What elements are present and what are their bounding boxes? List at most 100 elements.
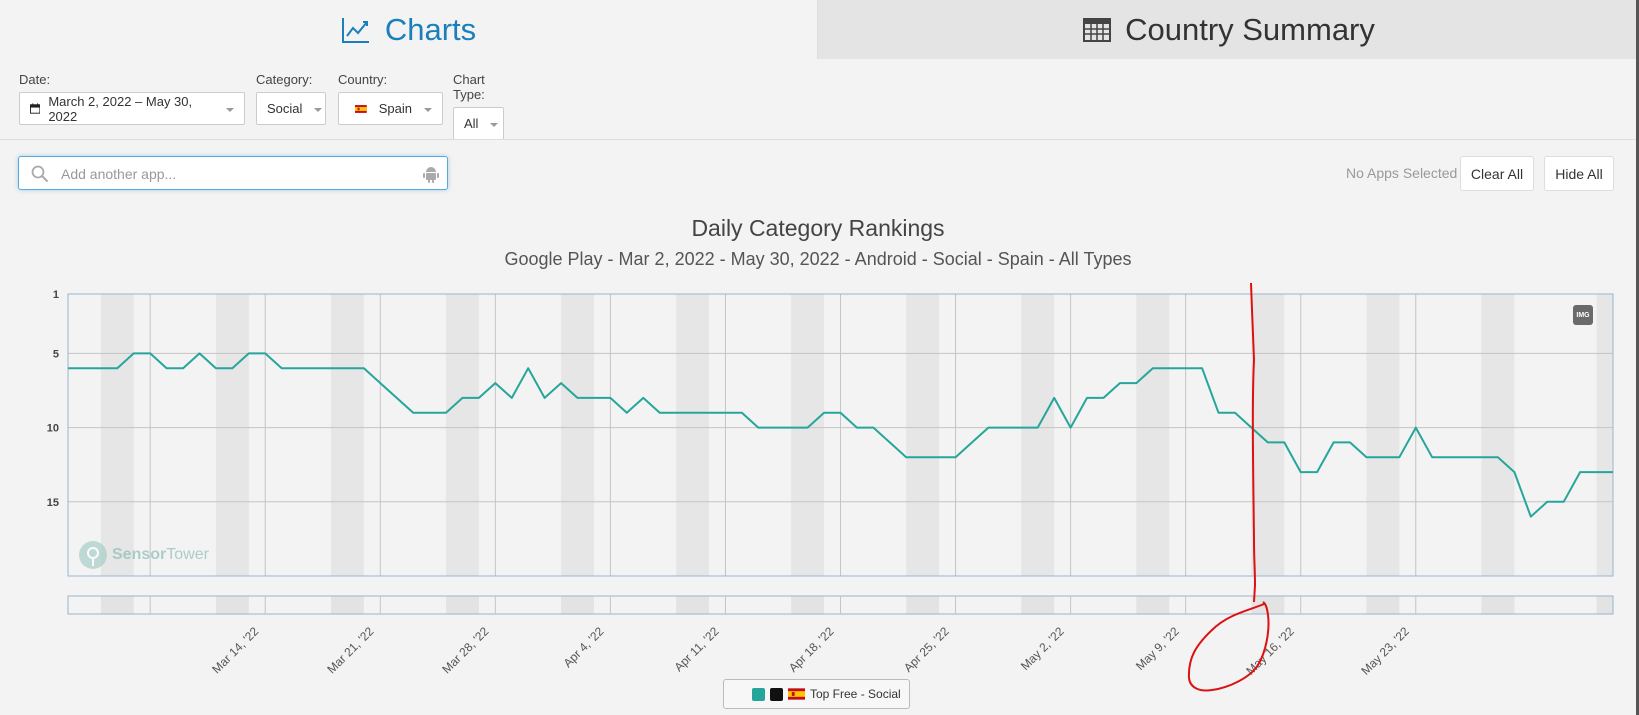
range-navigator: [67, 595, 1614, 615]
chevron-down-icon: [490, 122, 499, 127]
navigator-band: [1366, 596, 1400, 614]
weekend-bands: [100, 294, 1613, 576]
tab-country-summary[interactable]: Country Summary: [817, 0, 1639, 59]
red-annotation: [1187, 282, 1270, 692]
tab-charts[interactable]: Charts: [0, 0, 817, 59]
chevron-down-icon: [226, 107, 234, 112]
y-tick-label: 15: [47, 497, 59, 509]
legend-label: Top Free - Social: [810, 687, 901, 701]
country-dropdown[interactable]: Spain: [338, 92, 443, 125]
chart-type-value: All: [464, 116, 479, 131]
category-label: Category:: [256, 72, 313, 87]
horizontal-gridlines: [68, 352, 1613, 503]
date-range-dropdown[interactable]: March 2, 2022 – May 30, 2022: [19, 92, 245, 125]
watermark-brand-light: Tower: [166, 546, 209, 563]
x-tick-label: Mar 14, '22: [209, 624, 261, 676]
watermark-text: SensorTower: [112, 546, 209, 564]
series-color-swatch: [752, 687, 765, 701]
x-tick-label: Mar 28, '22: [439, 624, 491, 676]
plot-border: [67, 293, 1614, 577]
category-value: Social: [267, 101, 303, 116]
line-chart-icon: [341, 17, 369, 43]
navigator-band: [676, 596, 710, 614]
hide-all-button[interactable]: Hide All: [1544, 156, 1614, 191]
navigator-band: [1021, 596, 1055, 614]
weekend-band: [676, 294, 710, 576]
x-tick-label: May 16, '22: [1243, 624, 1297, 678]
vertical-gridlines: [149, 294, 1417, 576]
category-dropdown[interactable]: Social: [256, 92, 326, 125]
sensortower-watermark: SensorTower: [78, 540, 209, 570]
chart-type-filter: Chart Type: All: [453, 72, 504, 140]
export-image-button[interactable]: IMG: [1573, 305, 1593, 325]
navigator-band: [100, 596, 134, 614]
x-tick-label: May 9, '22: [1133, 624, 1182, 673]
country-filter: Country: Spain: [338, 72, 443, 125]
spain-flag-icon: [788, 688, 805, 700]
y-tick-label: 5: [53, 348, 59, 360]
weekend-band: [446, 294, 479, 576]
navigator-band: [1136, 596, 1170, 614]
date-filter: Date: March 2, 2022 – May 30, 2022: [19, 72, 245, 125]
date-label: Date:: [19, 72, 51, 87]
calendar-icon: [30, 103, 41, 114]
chevron-down-icon: [424, 107, 432, 112]
watermark-brand-bold: Sensor: [112, 546, 167, 563]
date-range-value: March 2, 2022 – May 30, 2022: [48, 93, 193, 124]
navigator-band: [561, 596, 594, 614]
chart-type-dropdown[interactable]: All: [453, 107, 504, 140]
navigator-band: [1481, 596, 1515, 614]
chart-title: Daily Category Rankings: [691, 215, 945, 241]
x-tick-label: Apr 18, '22: [786, 624, 837, 675]
y-tick-label: 10: [47, 423, 59, 435]
weekend-band: [100, 294, 134, 576]
x-tick-label: Apr 4, '22: [561, 624, 607, 670]
tab-charts-label: Charts: [384, 11, 477, 47]
x-tick-label: May 2, '22: [1018, 624, 1067, 673]
weekend-band: [215, 294, 249, 576]
search-input[interactable]: [59, 163, 423, 185]
series-line-top-free-social[interactable]: [68, 352, 1613, 518]
navigator-band: [1251, 596, 1285, 614]
weekend-band: [1596, 294, 1613, 576]
navigator-band: [330, 596, 364, 614]
search-icon: [31, 165, 49, 183]
navigator-band: [215, 596, 249, 614]
app-search-box: [18, 156, 448, 190]
x-axis-labels: Mar 14, '22 Mar 21, '22 Mar 28, '22 Apr 4, …: [209, 624, 1412, 678]
weekend-band: [1021, 294, 1055, 576]
navigator-band: [446, 596, 479, 614]
country-value: Spain: [378, 101, 412, 116]
chart-type-label: Chart Type:: [453, 72, 485, 102]
chart-subtitle: Google Play - Mar 2, 2022 - May 30, 2022…: [504, 249, 1132, 269]
navigator-band: [1596, 596, 1613, 614]
x-tick-label: May 23, '22: [1358, 624, 1412, 678]
weekend-band: [791, 294, 825, 576]
series-lines: [68, 352, 1613, 518]
section-divider: [0, 139, 1636, 140]
x-tick-label: Apr 25, '22: [901, 624, 952, 675]
tab-country-summary-label: Country Summary: [1125, 11, 1375, 47]
category-filter: Category: Social: [256, 72, 326, 125]
spain-flag-icon: [355, 104, 367, 113]
app-icon: [770, 687, 783, 701]
chart-legend[interactable]: Top Free - Social: [723, 679, 910, 709]
weekend-band: [906, 294, 940, 576]
country-label: Country:: [338, 72, 388, 87]
x-tick-label: Apr 11, '22: [672, 624, 722, 674]
selection-status: No Apps Selected: [1346, 165, 1458, 181]
android-icon[interactable]: [423, 165, 439, 183]
x-tick-label: Mar 21, '22: [324, 624, 376, 676]
chevron-down-icon: [314, 107, 323, 112]
weekend-band: [330, 294, 364, 576]
weekend-band: [1251, 294, 1285, 576]
weekend-band: [561, 294, 594, 576]
navigator-band: [791, 596, 825, 614]
sensortower-logo-icon: [79, 541, 107, 569]
clear-all-button[interactable]: Clear All: [1460, 156, 1534, 191]
y-tick-label: 1: [53, 289, 59, 301]
table-icon: [1083, 17, 1112, 42]
weekend-band: [1481, 294, 1515, 576]
